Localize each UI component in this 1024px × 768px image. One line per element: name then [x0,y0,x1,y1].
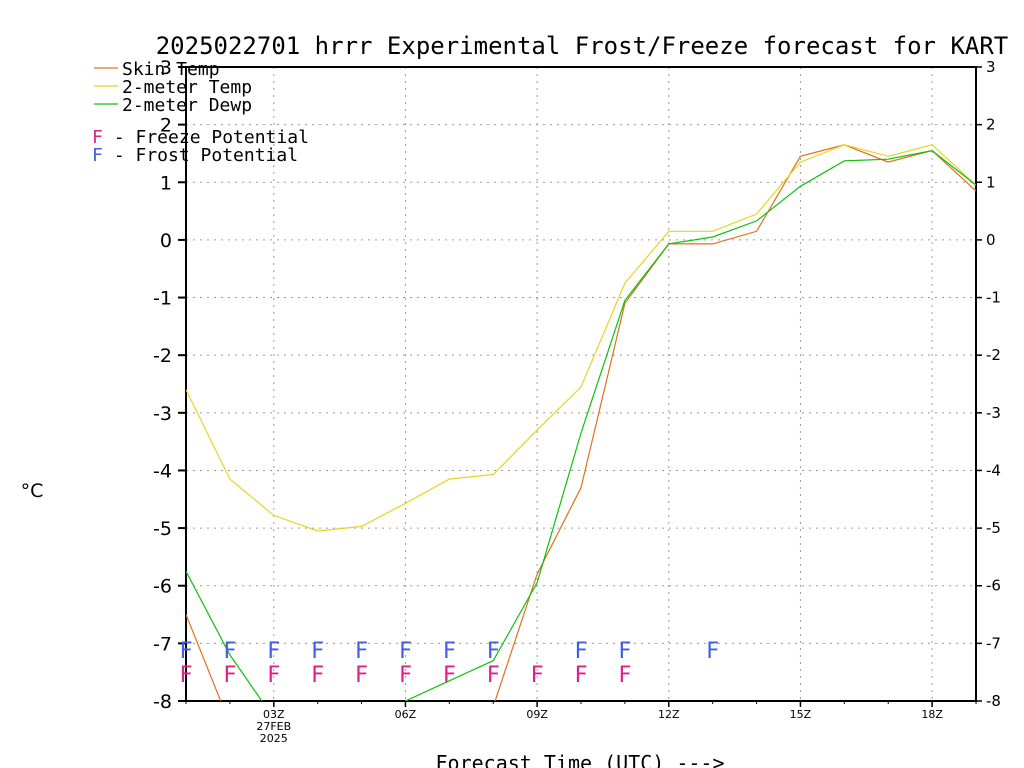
freeze-potential-marker: F [223,663,236,688]
frost-potential-marker: F [487,639,500,664]
potential-markers: F F F F F F F F F F FF F F F F F F F F F F [179,639,719,688]
frost-potential-marker: F [311,639,324,664]
y-tick-label-right: 0 [986,231,996,249]
y-tick-label-right: -3 [986,404,1001,422]
freeze-potential-marker: F [179,663,192,688]
series-line-2-meter-dewp [186,149,976,701]
frost-potential-marker: F [443,639,456,664]
x-axis-label: Forecast Time (UTC) ---> [436,751,725,768]
y-tick-label-right: 2 [986,116,996,134]
frost-potential-marker: F [618,639,631,664]
legend-label-2m-dewp: 2-meter Dewp [122,95,252,116]
legend-frost-label: - Frost Potential [103,145,298,166]
series-lines [186,144,976,701]
y-tick-label-right: -2 [986,346,1001,364]
freeze-potential-marker: F [530,663,543,688]
freeze-potential-marker: F [355,663,368,688]
y-tick-label-right: 1 [986,173,996,191]
x-tick-label: 06Z [395,708,417,721]
frost-potential-marker: F [267,639,280,664]
y-tick-label-right: -4 [986,461,1001,479]
frost-potential-marker: F [223,639,236,664]
x-tick-label: 27FEB [256,720,291,733]
freeze-potential-marker: F [399,663,412,688]
legend-label-2m-temp: 2-meter Temp [122,77,252,98]
legend: Skin Temp 2-meter Temp 2-meter Dewp F - … [92,59,309,166]
y-tick-label-left: -5 [153,518,172,540]
y-tick-label-right: -7 [986,634,1001,652]
y-axis-label: °C [21,480,44,502]
x-tick-label: 12Z [658,708,680,721]
y-tick-label-left: 2 [160,115,172,137]
y-tick-label-right: -1 [986,289,1001,307]
chart-title: 2025022701 hrrr Experimental Frost/Freez… [156,32,1009,60]
y-tick-label-left: -2 [153,345,172,367]
y-tick-label-right: -6 [986,577,1001,595]
y-tick-label-left: -8 [153,691,172,713]
legend-frost-letter: F [92,145,103,166]
freeze-potential-marker: F [267,663,280,688]
y-tick-label-left: -6 [153,576,172,598]
y-tick-label-right: 3 [986,58,996,76]
x-tick-label: 15Z [790,708,812,721]
x-tick-label: 2025 [260,732,288,745]
freeze-potential-marker: F [618,663,631,688]
plot-frame [185,66,977,702]
y-tick-label-left: -7 [153,633,172,655]
frost-potential-marker: F [399,639,412,664]
y-tick-label-left: -4 [153,460,172,482]
legend-label-skin-temp: Skin Temp [122,59,220,80]
legend-freeze-label: - Freeze Potential [103,127,309,148]
y-tick-label-left: -3 [153,403,172,425]
y-tick-label-right: -5 [986,519,1001,537]
frost-potential-marker: F [179,639,192,664]
y-tick-label-left: 3 [160,57,172,79]
x-tick-label: 09Z [526,708,548,721]
y-tick-label-left: -1 [153,288,172,310]
x-tick-label: 03Z [263,708,285,721]
grid-lines [186,67,976,701]
frost-potential-marker: F [574,639,587,664]
y-tick-label-left: 0 [160,230,172,252]
frost-potential-marker: F [355,639,368,664]
legend-freeze-letter: F [92,127,103,148]
series-line-2-meter-temp [186,144,976,532]
x-tick-label: 18Z [921,708,943,721]
freeze-potential-marker: F [311,663,324,688]
y-tick-label-right: -8 [986,692,1001,710]
frost-potential-marker: F [706,639,719,664]
freeze-potential-marker: F [574,663,587,688]
axis-ticks: -8 -8 -7 -7 -6 -6 -5 -5 -4 -4 -3 -3 -2 -2 -1 -1 0 0 1 1 2 2 3 3… [153,57,1001,745]
freeze-potential-marker: F [443,663,456,688]
freeze-potential-marker: F [487,663,500,688]
y-tick-label-left: 1 [160,172,172,194]
